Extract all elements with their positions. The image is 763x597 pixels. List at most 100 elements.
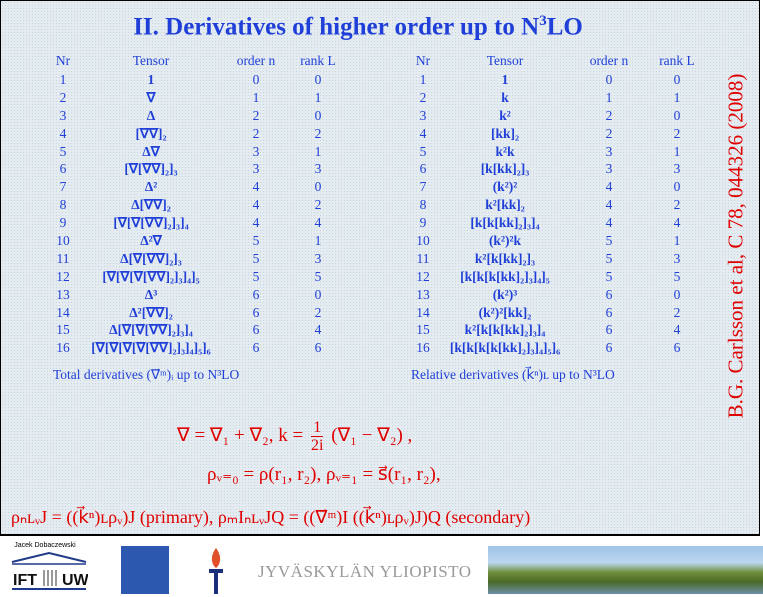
cell-order: 2 [605, 125, 613, 141]
fraction: 1 2i [311, 419, 324, 454]
cell-nr: 2 [419, 89, 427, 105]
left-caption: Total derivatives (∇⃗ᵐ)ᵢ up to N³LO [53, 367, 240, 382]
cell-nr: 14 [416, 304, 430, 320]
cell-tensor: k²[k[k[kk]₂]₃]₄ [464, 322, 546, 338]
cell-rank: 3 [673, 250, 681, 266]
cell-order: 2 [605, 107, 613, 123]
cell-rank: 4 [673, 322, 681, 338]
cell-rank: 1 [314, 232, 322, 248]
cell-rank: 0 [673, 71, 681, 87]
cell-nr: 8 [419, 197, 427, 213]
cell-tensor: [kk]₂ [490, 125, 520, 141]
cell-tensor: Δ²[∇∇]₂ [129, 304, 173, 320]
cell-rank: 2 [673, 125, 681, 141]
table-row: 16 [∇[∇[∇[∇[∇∇]₂]₃]₄]₅]₆ 6 6 [45, 339, 345, 357]
cell-nr: 3 [419, 107, 427, 123]
cell-nr: 15 [56, 322, 70, 338]
total-derivatives-table: Nr Tensor order n rank L 1 1 0 0 2 ∇ 1 1 3 Δ 2 0 4 [∇… [45, 51, 345, 357]
table-row: 5 Δ∇ 3 1 [45, 143, 345, 161]
cell-rank: 1 [673, 89, 681, 105]
table-row: 6 [∇[∇∇]₂]₃ 3 3 [45, 160, 345, 178]
cell-order: 5 [605, 232, 613, 248]
cell-rank: 2 [673, 197, 681, 213]
cell-tensor: k²[k[kk]₂]₃ [474, 250, 536, 266]
cell-nr: 6 [419, 161, 427, 177]
cell-rank: 3 [314, 161, 322, 177]
cell-rank: 0 [673, 286, 681, 302]
cell-nr: 11 [56, 250, 70, 266]
cell-order: 3 [605, 143, 613, 159]
reference-citation: B.G. Carlsson et al, C 78, 044326 (2008) [723, 73, 748, 419]
cell-nr: 10 [56, 232, 70, 248]
table-row: 13 Δ³ 6 0 [45, 286, 345, 304]
cell-order: 3 [605, 161, 613, 177]
header-order: order n [589, 53, 629, 68]
table-row: 9 [k[k[kk]₂]₃]₄ 4 4 [405, 214, 705, 232]
cell-order: 6 [252, 286, 260, 302]
table-row: 4 [∇∇]₂ 2 2 [45, 125, 345, 143]
cell-rank: 6 [673, 340, 681, 356]
table-row: 3 Δ 2 0 [45, 107, 345, 125]
cell-nr: 3 [59, 107, 67, 123]
cell-order: 5 [605, 268, 613, 284]
cell-tensor: Δ[∇∇]₂ [131, 197, 171, 213]
cell-nr: 5 [59, 143, 67, 159]
cell-order: 6 [252, 304, 260, 320]
cell-tensor: 1 [501, 71, 509, 87]
table-row: 7 Δ² 4 0 [45, 178, 345, 196]
equation-densities: ρᵥ₌₀ = ρ(r₁, r₂), ρᵥ₌₁ = s⃗(r₁, r₂), [207, 464, 441, 485]
table-row: 8 Δ[∇∇]₂ 4 2 [45, 196, 345, 214]
cell-tensor: ∇ [146, 89, 156, 105]
cell-tensor: (k²)² [492, 179, 518, 195]
cell-rank: 4 [673, 215, 681, 231]
cell-order: 6 [252, 322, 260, 338]
table-row: 4 [kk]₂ 2 2 [405, 125, 705, 143]
cell-order: 6 [605, 286, 613, 302]
cell-tensor: Δ²∇ [140, 232, 162, 248]
cell-nr: 4 [59, 125, 67, 141]
cell-nr: 15 [416, 322, 430, 338]
cell-rank: 4 [314, 215, 322, 231]
author-name: Jacek Dobaczewski [14, 542, 76, 549]
cell-nr: 11 [416, 250, 430, 266]
header-rank: rank L [659, 53, 695, 68]
cell-nr: 9 [59, 215, 67, 231]
right-caption: Relative derivatives (k⃗ⁿ)ʟ up to N³LO [411, 367, 615, 382]
cell-rank: 0 [673, 179, 681, 195]
table-row: 8 k²[kk]₂ 4 2 [405, 196, 705, 214]
university-name: JYVÄSKYLÄN YLIOPISTO [258, 562, 472, 581]
cell-order: 5 [605, 250, 613, 266]
cell-tensor: Δ[∇[∇∇]₂]₃ [120, 250, 182, 266]
cell-rank: 1 [314, 89, 322, 105]
cell-order: 5 [252, 250, 260, 266]
cell-rank: 5 [673, 268, 681, 284]
cell-tensor: [k[k[k[k[kk]₂]₃]₄]₅]₆ [449, 340, 561, 356]
cell-nr: 10 [416, 232, 430, 248]
cell-order: 2 [252, 125, 260, 141]
cell-order: 4 [252, 179, 260, 195]
cell-tensor: k²k [495, 143, 515, 159]
cell-order: 3 [252, 143, 260, 159]
cell-order: 4 [605, 215, 613, 231]
cell-nr: 16 [416, 340, 430, 356]
cell-order: 6 [605, 322, 613, 338]
cell-nr: 8 [59, 197, 67, 213]
slide: II. Derivatives of higher order up to N3… [0, 0, 760, 536]
header-nr: Nr [415, 53, 431, 68]
cell-order: 1 [252, 89, 260, 105]
cell-tensor: Δ [146, 107, 156, 123]
cell-tensor: Δ∇ [142, 143, 160, 159]
table-row: 16 [k[k[k[k[kk]₂]₃]₄]₅]₆ 6 6 [405, 339, 705, 357]
table-row: 11 k²[k[kk]₂]₃ 5 3 [405, 250, 705, 268]
table-row: 10 Δ²∇ 5 1 [45, 232, 345, 250]
cell-rank: 0 [314, 107, 322, 123]
table-row: 11 Δ[∇[∇∇]₂]₃ 5 3 [45, 250, 345, 268]
table-row: 14 Δ²[∇∇]₂ 6 2 [45, 304, 345, 322]
cell-order: 1 [605, 89, 613, 105]
table-row: 15 k²[k[k[kk]₂]₃]₄ 6 4 [405, 321, 705, 339]
cell-nr: 14 [56, 304, 70, 320]
svg-text:IFT: IFT [13, 572, 37, 589]
table-row: 12 [∇[∇[∇[∇∇]₂]₃]₄]₅ 5 5 [45, 268, 345, 286]
cell-tensor: k [501, 89, 509, 105]
footer-logos: Jacek Dobaczewski IFT UW JYVÄSKYLÄN YLIO… [0, 538, 763, 597]
